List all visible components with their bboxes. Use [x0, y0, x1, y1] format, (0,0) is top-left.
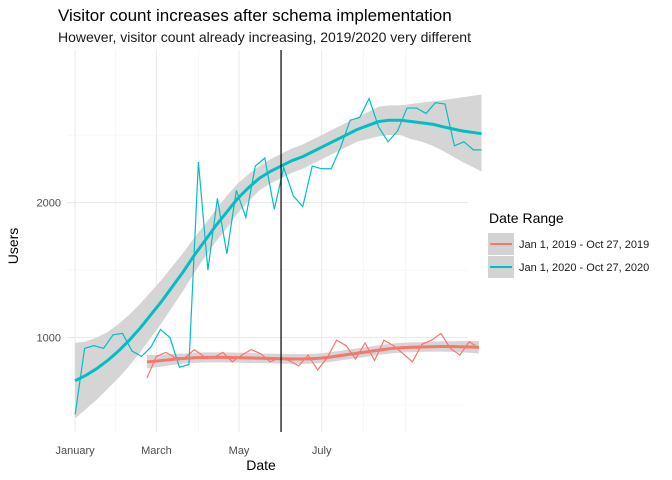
confidence-band-0 — [146, 341, 479, 369]
y-tick-label: 2000 — [37, 198, 61, 210]
y-tick-label: 1000 — [37, 333, 61, 345]
y-axis-title: Users — [5, 228, 21, 265]
legend-label-2019: Jan 1, 2019 - Oct 27, 2019 — [519, 239, 649, 251]
legend-label-2020: Jan 1, 2020 - Oct 27, 2020 — [519, 262, 649, 274]
confidence-band-1 — [75, 94, 482, 419]
x-tick-label: July — [312, 445, 332, 457]
x-tick-label: May — [229, 445, 250, 457]
chart-subtitle: However, visitor count already increasin… — [58, 29, 471, 45]
smooth-line-1 — [74, 118, 482, 383]
smooth-line-0 — [146, 345, 479, 364]
series-line-1 — [74, 97, 482, 415]
x-tick-label: January — [56, 445, 96, 457]
legend-title: Date Range — [489, 210, 564, 226]
x-tick-label: March — [141, 445, 172, 457]
legend: Date Range Jan 1, 2019 - Oct 27, 2019 Ja… — [488, 210, 649, 278]
x-axis-title: Date — [246, 457, 276, 473]
series-line-0 — [146, 332, 480, 379]
chart-title: Visitor count increases after schema imp… — [58, 6, 452, 25]
plot-panel: January March May July 1000 2000 — [37, 50, 482, 457]
